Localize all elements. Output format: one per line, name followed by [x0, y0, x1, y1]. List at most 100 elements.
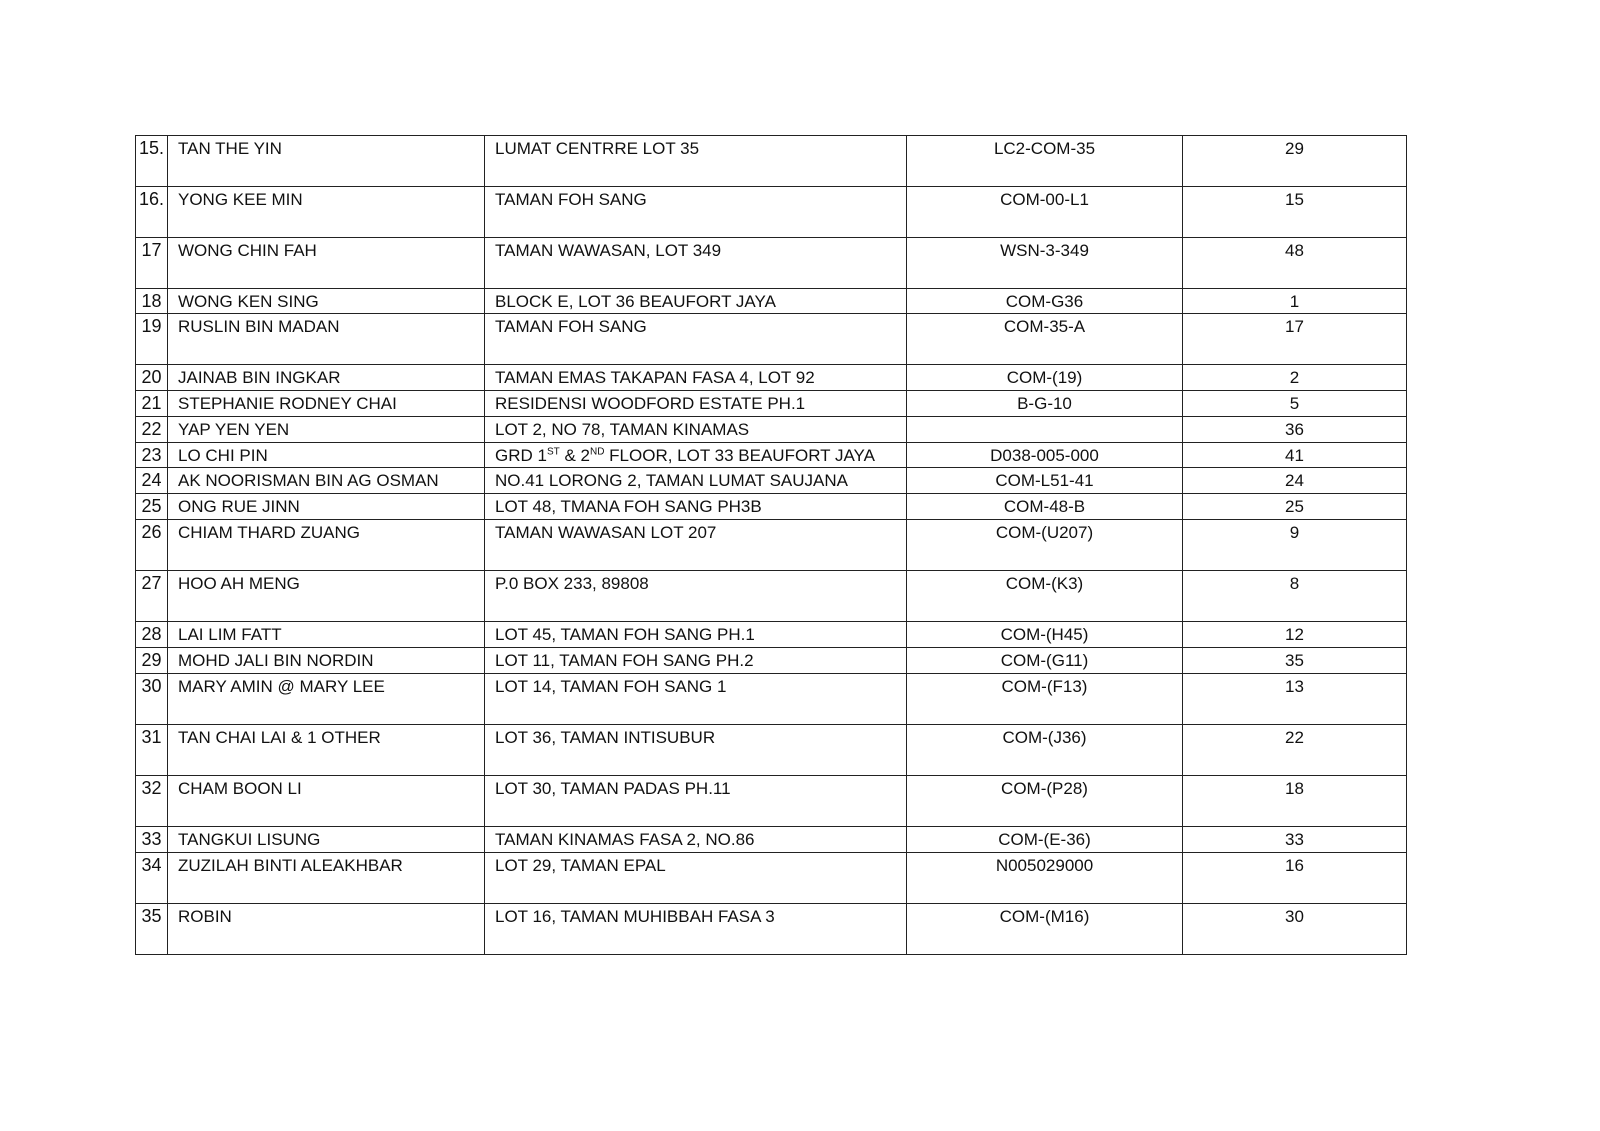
row-number-cell: 16. — [135, 186, 168, 238]
address-cell: LOT 36, TAMAN INTISUBUR — [484, 724, 907, 776]
row-number-cell: 26 — [135, 519, 168, 571]
address-cell: LOT 48, TMANA FOH SANG PH3B — [484, 493, 907, 520]
count-cell: 24 — [1182, 467, 1407, 494]
count-cell: 12 — [1182, 621, 1407, 648]
lot-code-cell: COM-(P28) — [906, 775, 1183, 827]
lot-code-cell: COM-G36 — [906, 288, 1183, 314]
address-cell: LOT 11, TAMAN FOH SANG PH.2 — [484, 647, 907, 674]
address-cell: RESIDENSI WOODFORD ESTATE PH.1 — [484, 390, 907, 417]
lot-code-cell: COM-(H45) — [906, 621, 1183, 648]
address-part: GRD 1 — [495, 446, 547, 465]
address-cell: TAMAN KINAMAS FASA 2, NO.86 — [484, 826, 907, 853]
count-cell: 15 — [1182, 186, 1407, 238]
owner-name-cell: MARY AMIN @ MARY LEE — [167, 673, 485, 725]
owner-name-cell: ZUZILAH BINTI ALEAKHBAR — [167, 852, 485, 904]
address-cell: LOT 16, TAMAN MUHIBBAH FASA 3 — [484, 903, 907, 955]
records-table: 15. TAN THE YIN LUMAT CENTRRE LOT 35 LC2-CO… — [135, 135, 1407, 955]
lot-code-cell: COM-48-B — [906, 493, 1183, 520]
lot-code-cell: D038-005-000 — [906, 442, 1183, 468]
owner-name-cell: ONG RUE JINN — [167, 493, 485, 520]
address-cell: LOT 2, NO 78, TAMAN KINAMAS — [484, 416, 907, 443]
table-row: 29 MOHD JALI BIN NORDIN LOT 11, TAMAN FOH … — [135, 647, 1407, 674]
lot-code-cell: COM-35-A — [906, 313, 1183, 365]
lot-code-cell: N005029000 — [906, 852, 1183, 904]
owner-name-cell: LAI LIM FATT — [167, 621, 485, 648]
owner-name-cell: HOO AH MENG — [167, 570, 485, 622]
row-number-cell: 34 — [135, 852, 168, 904]
lot-code-cell: COM-L51-41 — [906, 467, 1183, 494]
lot-code-cell: COM-(K3) — [906, 570, 1183, 622]
table-row: 22 YAP YEN YEN LOT 2, NO 78, TAMAN KINAMAS… — [135, 416, 1407, 443]
lot-code-cell: COM-(M16) — [906, 903, 1183, 955]
table-row: 27 HOO AH MENG P.0 BOX 233, 89808 COM-(K3) 8 — [135, 570, 1407, 622]
row-number-cell: 17 — [135, 237, 168, 289]
count-cell: 29 — [1182, 135, 1407, 187]
count-cell: 25 — [1182, 493, 1407, 520]
lot-code-cell: COM-00-L1 — [906, 186, 1183, 238]
address-cell: LOT 29, TAMAN EPAL — [484, 852, 907, 904]
owner-name-cell: WONG KEN SING — [167, 288, 485, 314]
owner-name-cell: AK NOORISMAN BIN AG OSMAN — [167, 467, 485, 494]
address-part: FLOOR, LOT 33 BEAUFORT JAYA — [604, 446, 875, 465]
row-number-cell: 21 — [135, 390, 168, 417]
owner-name-cell: LO CHI PIN — [167, 442, 485, 468]
lot-code-cell: COM-(U207) — [906, 519, 1183, 571]
address-cell: TAMAN EMAS TAKAPAN FASA 4, LOT 92 — [484, 364, 907, 391]
count-cell: 2 — [1182, 364, 1407, 391]
address-cell: LUMAT CENTRRE LOT 35 — [484, 135, 907, 187]
table-row: 17 WONG CHIN FAH TAMAN WAWASAN, LOT 349 WSN… — [135, 237, 1407, 289]
row-number-cell: 31 — [135, 724, 168, 776]
row-number-cell: 20 — [135, 364, 168, 391]
row-number-cell: 33 — [135, 826, 168, 853]
count-cell: 16 — [1182, 852, 1407, 904]
owner-name-cell: WONG CHIN FAH — [167, 237, 485, 289]
address-cell: LOT 30, TAMAN PADAS PH.11 — [484, 775, 907, 827]
address-cell: LOT 14, TAMAN FOH SANG 1 — [484, 673, 907, 725]
address-part: & 2 — [559, 446, 590, 465]
row-number-cell: 29 — [135, 647, 168, 674]
owner-name-cell: JAINAB BIN INGKAR — [167, 364, 485, 391]
count-cell: 13 — [1182, 673, 1407, 725]
address-part: ND — [590, 446, 605, 458]
owner-name-cell: RUSLIN BIN MADAN — [167, 313, 485, 365]
table-row: 20 JAINAB BIN INGKAR TAMAN EMAS TAKAPAN FA… — [135, 364, 1407, 391]
owner-name-cell: ROBIN — [167, 903, 485, 955]
owner-name-cell: YONG KEE MIN — [167, 186, 485, 238]
owner-name-cell: CHIAM THARD ZUANG — [167, 519, 485, 571]
address-cell: BLOCK E, LOT 36 BEAUFORT JAYA — [484, 288, 907, 314]
table-row: 30 MARY AMIN @ MARY LEE LOT 14, TAMAN FOH … — [135, 673, 1407, 725]
lot-code-cell: COM-(19) — [906, 364, 1183, 391]
table-row: 28 LAI LIM FATT LOT 45, TAMAN FOH SANG PH.… — [135, 621, 1407, 648]
count-cell: 30 — [1182, 903, 1407, 955]
count-cell: 8 — [1182, 570, 1407, 622]
row-number-cell: 25 — [135, 493, 168, 520]
row-number-cell: 27 — [135, 570, 168, 622]
table-row: 32 CHAM BOON LI LOT 30, TAMAN PADAS PH.11 C… — [135, 775, 1407, 827]
address-cell: TAMAN FOH SANG — [484, 313, 907, 365]
table-row: 34 ZUZILAH BINTI ALEAKHBAR LOT 29, TAMAN E… — [135, 852, 1407, 904]
row-number-cell: 15. — [135, 135, 168, 187]
lot-code-cell: COM-(J36) — [906, 724, 1183, 776]
count-cell: 48 — [1182, 237, 1407, 289]
address-cell: TAMAN FOH SANG — [484, 186, 907, 238]
count-cell: 35 — [1182, 647, 1407, 674]
owner-name-cell: CHAM BOON LI — [167, 775, 485, 827]
row-number-cell: 19 — [135, 313, 168, 365]
lot-code-cell: B-G-10 — [906, 390, 1183, 417]
table-row: 23 LO CHI PIN GRD 1ST & 2ND FLOOR, LOT 33 … — [135, 442, 1407, 468]
table-row: 24 AK NOORISMAN BIN AG OSMAN NO.41 LORONG … — [135, 467, 1407, 494]
table-row: 26 CHIAM THARD ZUANG TAMAN WAWASAN LOT 207… — [135, 519, 1407, 571]
count-cell: 22 — [1182, 724, 1407, 776]
address-cell: GRD 1ST & 2ND FLOOR, LOT 33 BEAUFORT JAY… — [484, 442, 907, 468]
owner-name-cell: STEPHANIE RODNEY CHAI — [167, 390, 485, 417]
lot-code-cell: LC2-COM-35 — [906, 135, 1183, 187]
table-row: 33 TANGKUI LISUNG TAMAN KINAMAS FASA 2, NO… — [135, 826, 1407, 853]
table-row: 16. YONG KEE MIN TAMAN FOH SANG COM-00-L1 15 — [135, 186, 1407, 238]
table-row: 15. TAN THE YIN LUMAT CENTRRE LOT 35 LC2-CO… — [135, 135, 1407, 187]
table-row: 25 ONG RUE JINN LOT 48, TMANA FOH SANG PH3… — [135, 493, 1407, 520]
row-number-cell: 22 — [135, 416, 168, 443]
row-number-cell: 24 — [135, 467, 168, 494]
address-cell: TAMAN WAWASAN, LOT 349 — [484, 237, 907, 289]
lot-code-cell: WSN-3-349 — [906, 237, 1183, 289]
table-row: 21 STEPHANIE RODNEY CHAI RESIDENSI WOODFOR… — [135, 390, 1407, 417]
